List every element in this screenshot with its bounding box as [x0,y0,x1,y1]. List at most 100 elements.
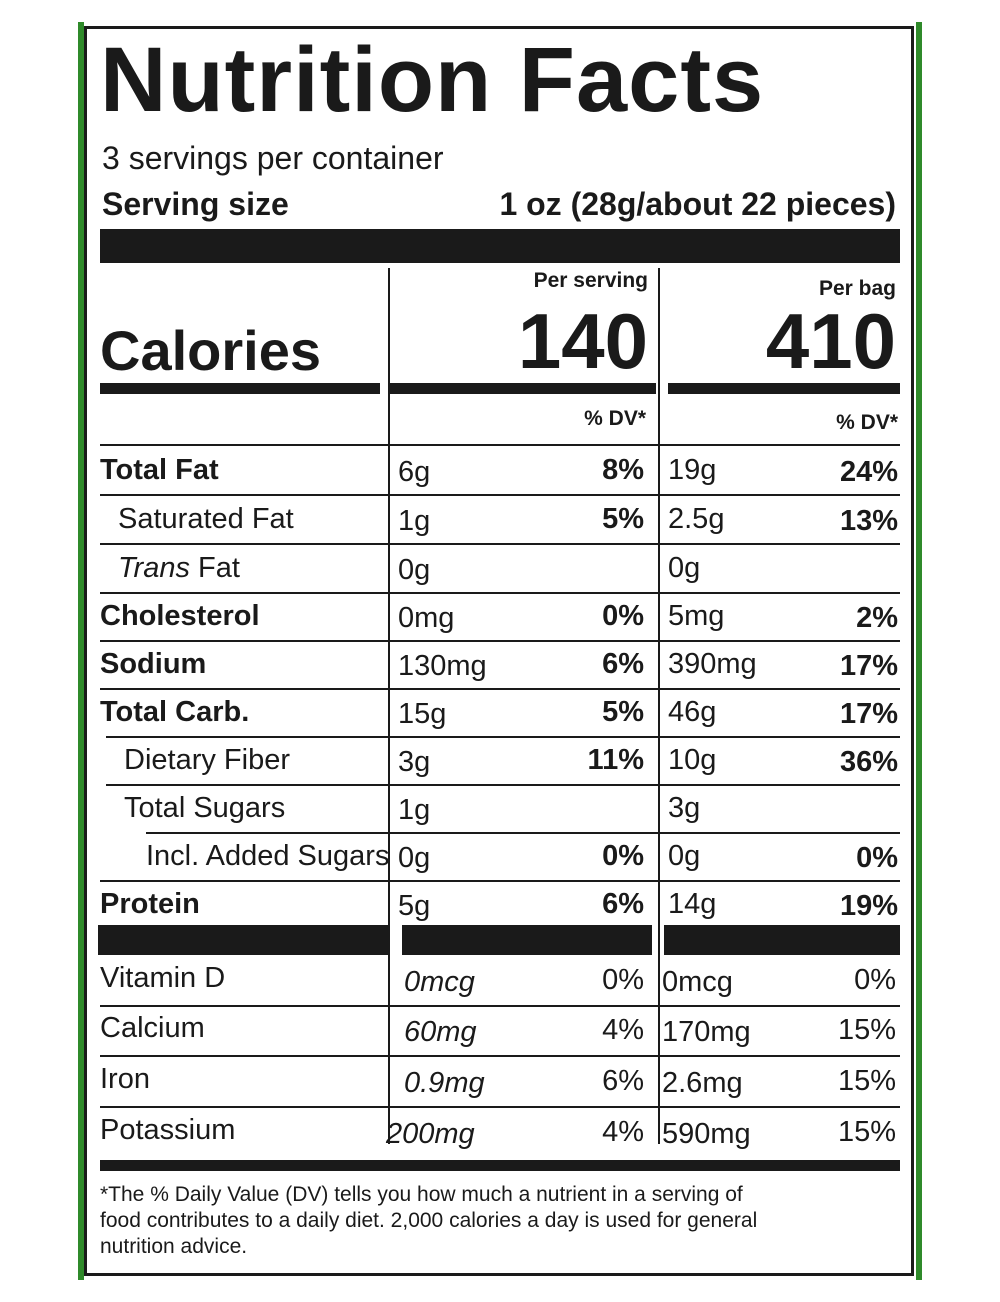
serving-dv: 6% [602,648,644,680]
vitamin-label: Calcium [100,1012,205,1044]
right-package-edge [916,22,922,1280]
per-bag-header: Per bag [818,277,896,300]
nutrient-label: Sodium [100,648,207,680]
row-divider [660,832,900,834]
panel-title: Nutrition Facts [100,29,765,131]
vitamin-bag-amount: 590mg [662,1118,751,1150]
bag-amount: 5mg [668,600,725,632]
vitamin-bag-dv: 0% [854,964,896,996]
bottom-divider [100,1160,900,1171]
thick-divider-top [100,229,900,263]
row-divider [390,1055,658,1057]
vitamin-serving-amount: 0.9mg [404,1067,485,1099]
row-divider [660,688,900,690]
vitamin-bag-amount: 2.6mg [662,1067,743,1099]
vitamin-serving-amount: 200mg [386,1118,475,1150]
calories-divider-right [668,383,900,394]
row-divider [390,592,658,594]
row-divider [390,688,658,690]
serving-amount: 0g [398,554,431,586]
calories-divider-left [100,383,380,394]
bag-dv: 0% [856,842,898,874]
serving-dv: 8% [602,454,644,486]
row-divider [390,736,658,738]
footnote-line-1: *The % Daily Value (DV) tells you how mu… [100,1183,743,1206]
serving-size-label: Serving size [102,186,289,222]
row-divider [390,880,658,882]
row-divider [106,784,388,786]
vitamin-label: Potassium [100,1114,236,1146]
vitamin-bag-dv: 15% [837,1116,896,1148]
row-divider [390,640,658,642]
row-divider [660,592,900,594]
row-divider [390,543,658,545]
bag-amount: 2.5g [668,503,725,535]
row-divider [390,832,658,834]
vitamin-bag-amount: 0mcg [662,966,733,998]
vitamin-bag-dv: 15% [837,1014,896,1046]
dv-header-serving: % DV* [584,407,646,430]
row-divider [660,1055,900,1057]
row-divider [660,736,900,738]
serving-amount: 0mg [398,602,455,634]
calories-per-bag: 410 [765,297,896,385]
nutrient-label: Saturated Fat [118,503,294,535]
nutrient-label-rest: Fat [189,552,240,584]
bag-dv: 17% [839,650,898,682]
serving-dv: 0% [602,840,644,872]
serving-size-value: 1 oz (28g/about 22 pieces) [499,186,896,222]
calories-divider-mid [390,383,656,394]
serving-dv: 5% [602,503,644,535]
column-divider-1 [388,268,390,1144]
vitamin-label: Vitamin D [100,962,226,994]
row-divider [100,494,388,496]
serving-amount: 130mg [398,650,487,682]
row-divider [100,880,388,882]
nutrient-label: Total Carb. [100,696,250,728]
serving-amount: 0g [398,842,431,874]
row-divider [390,1005,658,1007]
per-serving-header: Per serving [533,269,648,292]
left-package-edge [78,22,84,1280]
calories-label: Calories [100,319,321,382]
row-divider [100,592,388,594]
serving-amount: 3g [398,746,431,778]
row-divider [660,1106,900,1108]
vitamin-serving-dv: 4% [602,1116,644,1148]
serving-dv: 5% [602,696,644,728]
row-divider [660,1005,900,1007]
row-divider [100,543,388,545]
dv-header-bag: % DV* [836,411,898,434]
serving-dv: 0% [602,600,644,632]
row-divider [100,640,388,642]
nutrient-label: Incl. Added Sugars [146,840,390,872]
nutrient-label: Protein [100,888,200,920]
bag-amount: 0g [668,552,701,584]
footnote-line-2: food contributes to a daily diet. 2,000 … [100,1209,758,1232]
column-divider-2 [658,268,660,1144]
vitamin-serving-amount: 60mg [404,1016,477,1048]
vitamin-serving-dv: 6% [602,1065,644,1097]
vitamin-bag-amount: 170mg [662,1016,751,1048]
bag-amount: 3g [668,792,701,824]
vitamin-serving-dv: 0% [602,964,644,996]
nutrient-label: Cholesterol [100,600,260,632]
bag-amount: 0g [668,840,701,872]
row-divider [660,784,900,786]
row-divider [390,784,658,786]
serving-amount: 15g [398,698,447,730]
row-divider [660,880,900,882]
vitamin-separator-left [98,925,388,955]
nutrient-label: Total Sugars [124,792,286,824]
vitamin-separator-mid [402,925,652,955]
row-divider [390,1106,658,1108]
bag-dv: 36% [839,746,898,778]
serving-dv: 11% [587,744,644,776]
serving-amount: 1g [398,505,431,537]
nutrient-label: Dietary Fiber [124,744,290,776]
row-divider [106,736,388,738]
bag-dv: 13% [839,505,898,537]
vitamin-serving-amount: 0mcg [404,966,475,998]
vitamin-serving-dv: 4% [602,1014,644,1046]
bag-amount: 10g [668,744,717,776]
